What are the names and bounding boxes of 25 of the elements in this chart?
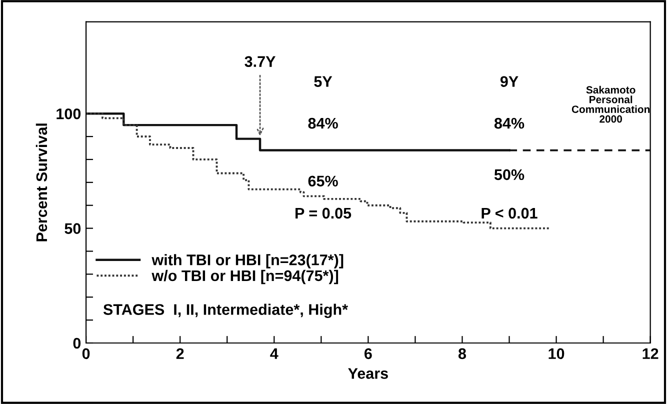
legend-label: with TBI or HBI [n=23(17*)] [152, 254, 344, 268]
annotation: 3.7Y [244, 56, 276, 67]
x-tick-label: 8 [458, 348, 466, 360]
y-tick-label: 0 [73, 338, 81, 349]
x-tick-label: 4 [270, 348, 278, 359]
y-tick-label: 50 [64, 223, 81, 234]
annotation: P = 0.05 [296, 208, 352, 219]
x-tick-label: 2 [176, 348, 184, 359]
annotation: 9Y [500, 76, 518, 87]
x-tick-label: 10 [548, 348, 564, 360]
legend-label: w/o TBI or HBI [n=94(75*)] [152, 270, 338, 284]
annotation: 5Y [314, 76, 332, 87]
y-tick-label: 100 [56, 108, 81, 120]
x-axis-title: Years [348, 368, 388, 379]
annotation: Sakamoto Personal Communication 2000 [572, 86, 650, 123]
annotation: 84% [308, 118, 338, 129]
annotation: 50% [494, 169, 524, 180]
annotation: STAGES I, II, Intermediate*, High* [103, 304, 348, 318]
x-tick-label: 0 [82, 348, 90, 360]
x-tick-label: 6 [364, 348, 372, 360]
annotation: 65% [308, 176, 338, 187]
annotation: 84% [494, 118, 524, 129]
y-axis-title: Percent Survival [36, 124, 48, 242]
x-tick-label: 12 [642, 348, 658, 359]
annotation: P < 0.01 [482, 208, 538, 219]
